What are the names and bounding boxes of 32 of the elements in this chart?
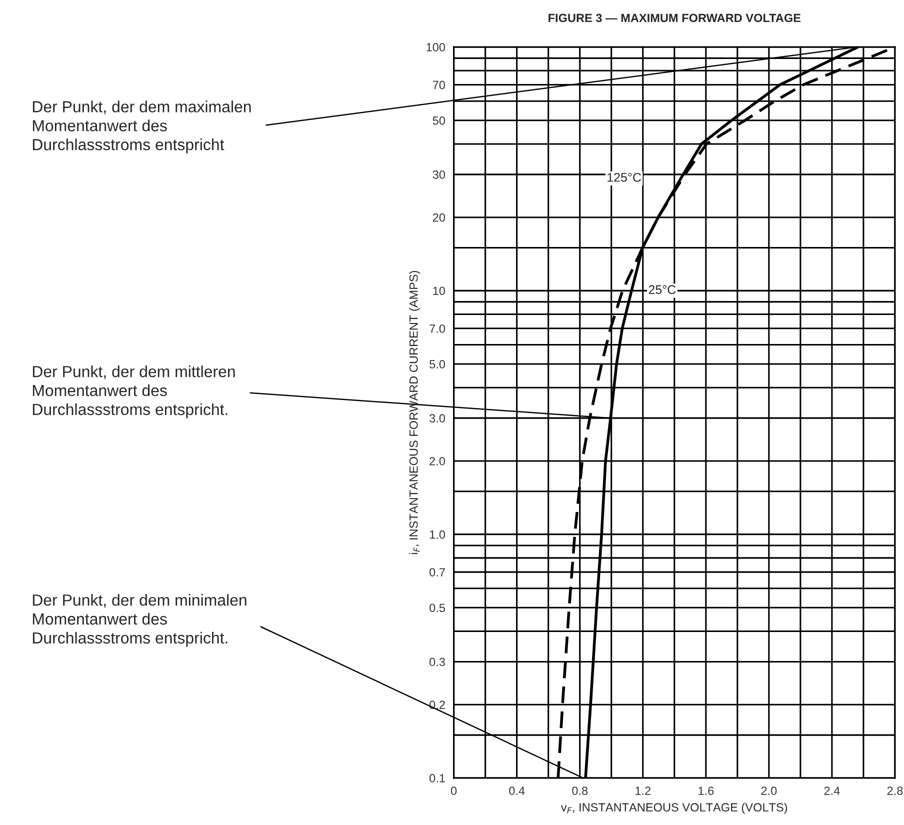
x-tick-label: 1.2: [636, 786, 650, 795]
chart-title: FIGURE 3 — MAXIMUM FORWARD VOLTAGE: [548, 14, 801, 22]
y-tick-label: 0.5: [430, 604, 445, 612]
y-tick-label: 0.3: [430, 658, 445, 666]
text: 125°C: [608, 172, 642, 182]
x-tick-label: 0.8: [572, 786, 588, 795]
x-tick-label: 0: [450, 786, 457, 795]
x-tick-label: 2.0: [761, 786, 777, 795]
y-tick-label: 1.0: [430, 530, 446, 539]
y-tick-label: 0.1: [430, 774, 445, 782]
y-tick-label: 7.0: [430, 324, 446, 333]
x-axis-title: v$_{F}$, INSTANTANEOUS VOLTAGE (VOLTS): [560, 802, 788, 814]
y-tick-label: 50: [432, 116, 446, 125]
y-tick-label: 10: [433, 286, 446, 296]
y-tick-label: 30: [432, 170, 446, 179]
y-tick-label: 3.0: [430, 414, 446, 422]
annotation: Der Punkt, der dem maximalen Momentanwert des Durchlassstroms entspricht: [32, 100, 251, 154]
y-tick-label: 100: [426, 43, 446, 52]
y-tick-label: 2.0: [430, 457, 446, 466]
x-tick-label: 2.4: [824, 786, 840, 795]
series-label: 25°C: [648, 285, 676, 294]
annotation: Der Punkt, der dem minimalen Momentanwert des Durchlassstroms entspricht.: [32, 594, 246, 647]
y-tick-label: 0.2: [430, 700, 445, 710]
annotation: Der Punkt, der dem mittleren Momentanwert des Durchlassstroms entspricht.: [32, 365, 235, 418]
x-tick-label: 2.8: [887, 786, 903, 795]
x-tick-label: 1.6: [698, 786, 714, 795]
y-tick-label: 20: [432, 213, 446, 222]
y-tick-label: 5.0: [430, 360, 446, 368]
y-tick-label: 0.7: [430, 568, 445, 576]
y-tick-label: 70: [432, 80, 446, 90]
y-axis-title: i$_{F}$, INSTANTANEOUS FORWARD CURRENT (AMPS): [409, 270, 420, 554]
x-tick-label: 0.4: [509, 786, 525, 795]
